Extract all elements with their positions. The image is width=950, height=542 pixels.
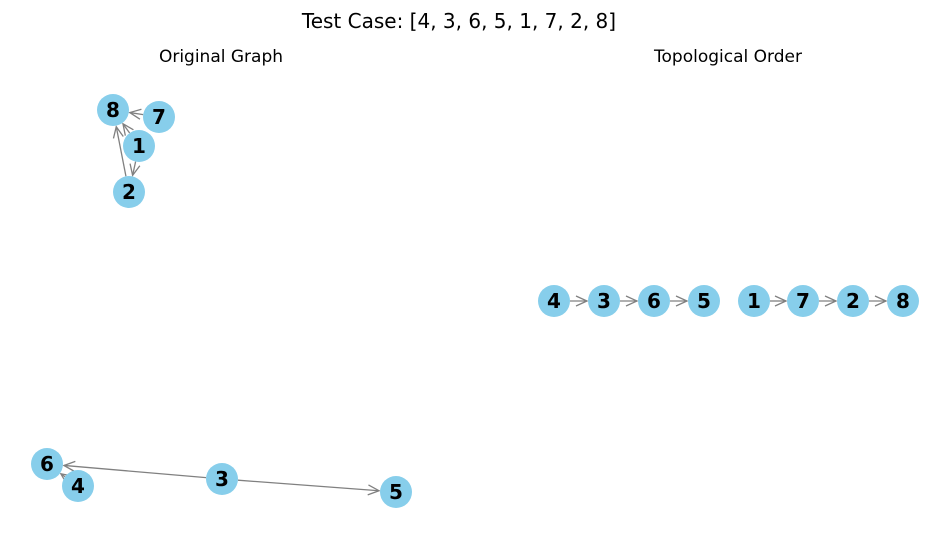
node-1: 1 — [738, 285, 770, 317]
node-label: 8 — [896, 289, 910, 313]
node-circle — [62, 470, 94, 502]
node-circle — [97, 94, 129, 126]
node-circle — [31, 448, 63, 480]
node-8: 8 — [97, 94, 129, 126]
node-label: 5 — [697, 289, 711, 313]
node-4: 4 — [538, 285, 570, 317]
node-label: 4 — [71, 474, 85, 498]
edge-3-to-6 — [620, 295, 639, 307]
node-circle — [143, 101, 175, 133]
edge-7-to-8 — [128, 108, 144, 120]
node-circle — [787, 285, 819, 317]
node-6: 6 — [31, 448, 63, 480]
node-circle — [123, 130, 155, 162]
node-label: 7 — [796, 289, 810, 313]
node-8: 8 — [887, 285, 919, 317]
node-circle — [113, 176, 145, 208]
edge-1-to-2 — [129, 161, 141, 177]
node-circle — [638, 285, 670, 317]
original-graph-title: Original Graph — [159, 47, 283, 67]
edge-3-to-5 — [237, 479, 381, 496]
node-label: 5 — [389, 480, 403, 504]
node-1: 1 — [123, 130, 155, 162]
node-circle — [206, 463, 238, 495]
node-5: 5 — [688, 285, 720, 317]
node-3: 3 — [206, 463, 238, 495]
edge-1-to-7 — [770, 295, 788, 307]
node-7: 7 — [787, 285, 819, 317]
node-circle — [588, 285, 620, 317]
node-label: 7 — [152, 105, 166, 129]
figure-title: Test Case: [4, 3, 6, 5, 1, 7, 2, 8] — [301, 9, 616, 33]
node-2: 2 — [113, 176, 145, 208]
node-label: 3 — [215, 467, 229, 491]
node-circle — [738, 285, 770, 317]
original-graph-edges — [59, 108, 381, 496]
topological-order-title: Topological Order — [653, 47, 802, 67]
original-graph-nodes: 8 71 2 64 3 5 — [31, 94, 412, 508]
node-4: 4 — [62, 470, 94, 502]
node-6: 6 — [638, 285, 670, 317]
edge-6-to-5 — [670, 295, 689, 307]
node-7: 7 — [143, 101, 175, 133]
node-label: 4 — [547, 289, 561, 313]
original-graph-panel: Original Graph 8 71 2 64 3 5 — [31, 47, 412, 508]
edge-1-to-8 — [122, 122, 134, 136]
node-2: 2 — [837, 285, 869, 317]
node-circle — [837, 285, 869, 317]
node-circle — [380, 476, 412, 508]
edge-3-to-6 — [62, 460, 207, 479]
node-label: 1 — [132, 134, 146, 158]
edge-2-to-8 — [869, 295, 888, 307]
edge-7-to-2 — [819, 295, 838, 307]
topological-order-nodes: 4 3 6 5 1 7 2 8 — [538, 285, 919, 317]
node-label: 6 — [40, 452, 54, 476]
node-5: 5 — [380, 476, 412, 508]
edge-2-to-8 — [112, 125, 127, 177]
node-label: 8 — [106, 98, 120, 122]
node-circle — [688, 285, 720, 317]
node-label: 1 — [747, 289, 761, 313]
node-3: 3 — [588, 285, 620, 317]
node-circle — [887, 285, 919, 317]
node-circle — [538, 285, 570, 317]
node-label: 3 — [597, 289, 611, 313]
node-label: 2 — [122, 180, 136, 204]
edge-4-to-3 — [570, 295, 589, 307]
node-label: 6 — [647, 289, 661, 313]
node-label: 2 — [846, 289, 860, 313]
topological-order-panel: Topological Order 4 3 6 5 1 7 2 8 — [538, 47, 919, 317]
topological-order-edges — [570, 295, 888, 307]
